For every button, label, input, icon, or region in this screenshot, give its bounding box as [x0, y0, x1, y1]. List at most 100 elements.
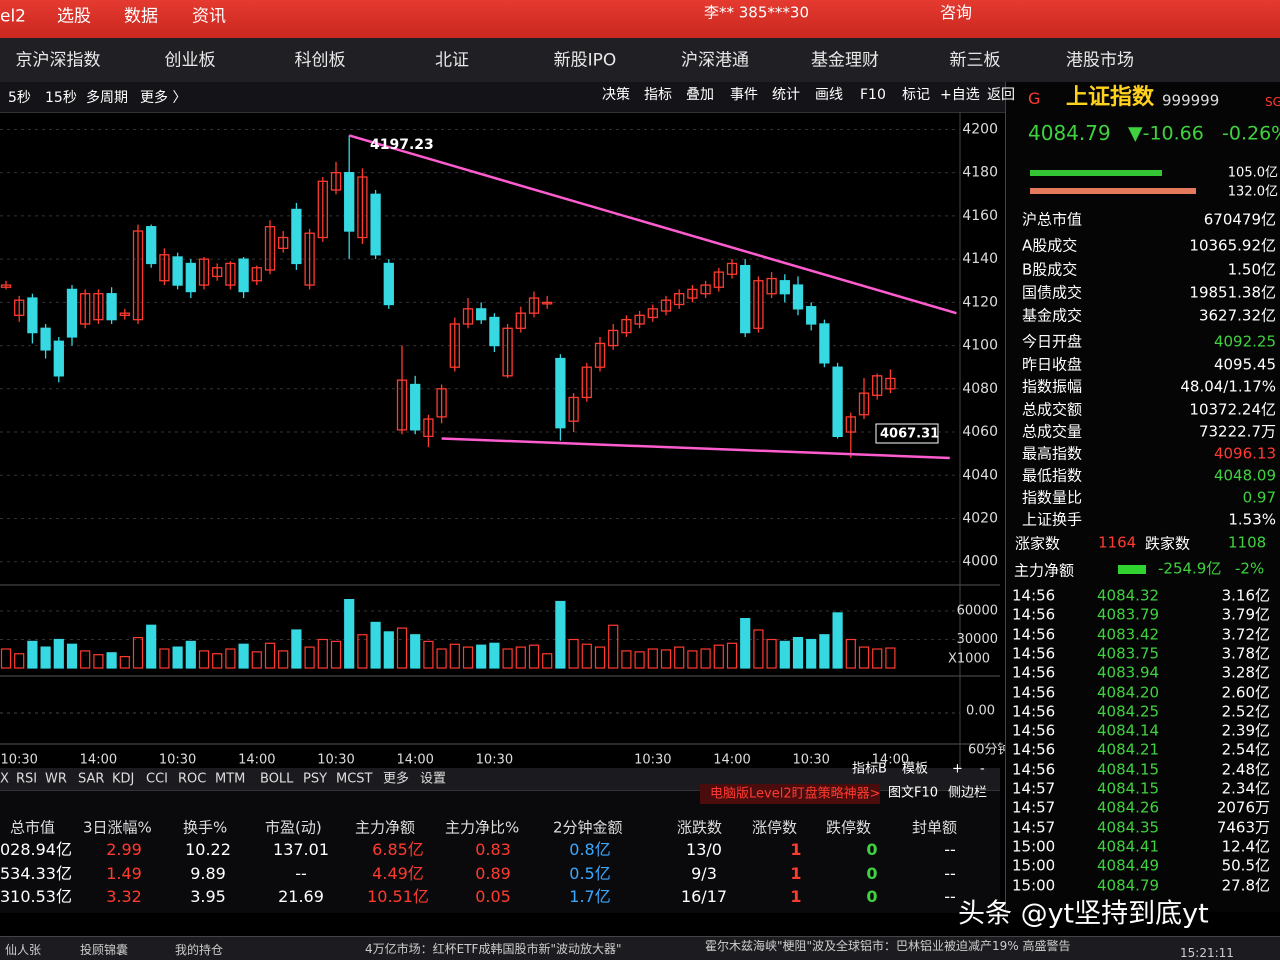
candle-body	[93, 293, 104, 321]
trade-time: 14:57	[1012, 818, 1056, 837]
status-item[interactable]: 我的持仓	[175, 943, 224, 957]
stat-label: 最低指数	[1022, 466, 1083, 485]
x-tick-label: 14:00	[238, 753, 275, 768]
indicator-tab[interactable]: 设置	[420, 771, 447, 787]
candle-body	[264, 226, 276, 271]
period-label: 60分钟	[968, 742, 1005, 758]
nav-tab[interactable]: 新股IPO	[553, 50, 617, 71]
tool-button[interactable]: F10	[860, 87, 886, 103]
indicator-tab[interactable]: MTM	[215, 771, 246, 787]
tool-button[interactable]: 指标	[644, 87, 672, 103]
trade-amount: 7463万	[1216, 818, 1270, 837]
net-flow-bar	[1118, 565, 1146, 574]
indicator-tab[interactable]: BOLL	[260, 771, 294, 787]
f10-button[interactable]: 图文F10	[888, 785, 939, 801]
index-code: 999999	[1162, 91, 1220, 110]
table-cell: 1	[790, 887, 802, 906]
table-cell: 4.49亿	[372, 863, 424, 883]
period-button[interactable]: 15秒	[45, 90, 77, 106]
trade-price: 4084.79	[1097, 876, 1160, 894]
volume-bar	[238, 643, 249, 669]
stat-value: 10365.92亿	[1189, 236, 1276, 255]
column-header: 3日涨幅%	[83, 818, 152, 837]
sidebar-button[interactable]: 侧边栏	[948, 785, 988, 801]
nav-tab[interactable]: 北证	[435, 50, 469, 71]
change: ▼-10.66	[1128, 122, 1204, 145]
promo-bg	[700, 784, 880, 804]
nav-tab[interactable]: 新三板	[949, 50, 1001, 71]
indicator-tab[interactable]: 更多	[383, 771, 410, 787]
tool-button[interactable]: 返回	[987, 87, 1015, 103]
nav-tab[interactable]: 港股市场	[1066, 50, 1134, 71]
promo-link[interactable]: 电脑版Level2盯盘策略神器>	[710, 786, 881, 802]
indicator-tab[interactable]: ROC	[178, 771, 207, 787]
period-button[interactable]: 更多 〉	[140, 90, 187, 106]
menu-item[interactable]: 选股	[57, 6, 91, 27]
nav-tab[interactable]: 沪深港通	[681, 50, 749, 71]
table-cell: 0.8亿	[569, 840, 611, 859]
candle-body	[146, 226, 157, 265]
indicator-tab[interactable]: MCST	[336, 771, 373, 787]
indicator-tab[interactable]: KDJ	[112, 771, 135, 787]
menu-item[interactable]: 数据	[124, 6, 158, 27]
indicator-tab[interactable]: PSY	[303, 771, 328, 787]
tool-button[interactable]: 决策	[602, 87, 630, 103]
tool-button[interactable]: +自选	[940, 87, 980, 103]
period-button[interactable]: 5秒	[8, 90, 31, 106]
period-button[interactable]: 多周期	[86, 90, 128, 106]
trade-price: 4084.41	[1097, 837, 1160, 856]
indicator-tab[interactable]: X	[0, 771, 9, 787]
candle-body	[476, 308, 487, 321]
flag: G	[1028, 89, 1041, 108]
tool-button[interactable]: 叠加	[686, 87, 714, 103]
tool-button[interactable]: 画线	[815, 87, 843, 103]
candle-body	[66, 288, 78, 338]
chart-control[interactable]: 模板	[902, 761, 929, 777]
menu-item[interactable]: 资讯	[192, 6, 226, 27]
toolbar	[0, 82, 1005, 113]
candle-body	[27, 297, 38, 334]
tool-button[interactable]: 统计	[772, 87, 800, 103]
nav-tab[interactable]: 京沪深指数	[15, 50, 101, 71]
indicator-tab[interactable]: CCI	[146, 771, 168, 787]
menu-item[interactable]: el2	[0, 6, 26, 27]
status-item[interactable]: 仙人张	[5, 943, 42, 957]
tool-button[interactable]: 事件	[730, 87, 758, 103]
stat-label: 主力净额	[1014, 561, 1075, 580]
candle-body	[542, 301, 553, 305]
indicator-tab[interactable]: WR	[45, 771, 67, 787]
indicator-tab[interactable]: SAR	[78, 771, 105, 787]
table-cell: 9/3	[691, 863, 717, 883]
nav-tab[interactable]: 创业板	[164, 50, 216, 71]
nav-tab[interactable]: 基金理财	[811, 50, 879, 71]
candle-body	[40, 327, 51, 351]
volume-bar	[278, 650, 289, 669]
table-cell: --	[944, 863, 956, 883]
indicator-tab[interactable]: RSI	[16, 771, 38, 787]
stat-label: 总成交额	[1022, 400, 1083, 419]
candle-body	[357, 176, 368, 239]
nav-tab[interactable]: 科创板	[294, 50, 346, 71]
y-tick-label: 4120	[962, 294, 998, 310]
net-flow: -254.9亿	[1158, 559, 1222, 578]
table-cell: 16/17	[680, 887, 728, 906]
tag: SG	[1265, 95, 1280, 109]
chart-control[interactable]: +	[952, 761, 963, 777]
candle-body	[819, 323, 830, 364]
status-item[interactable]: 投顾锦囊	[80, 943, 129, 957]
y-tick-label: 4060	[962, 424, 998, 440]
volume-bar	[462, 646, 474, 669]
volume-bar	[14, 653, 25, 669]
chart-control[interactable]: -	[980, 761, 985, 777]
candle-body	[555, 357, 566, 429]
trade-time: 14:56	[1012, 605, 1056, 624]
candle-body	[449, 323, 460, 368]
tool-button[interactable]: 标记	[902, 87, 930, 103]
candle-body	[885, 377, 896, 390]
consult-button[interactable]: 咨询	[940, 3, 973, 22]
table-cell: 21.69	[278, 887, 324, 906]
chart-control[interactable]: 指标B	[852, 761, 887, 777]
volume-bar	[436, 648, 447, 669]
volume-bar	[40, 646, 51, 669]
candle-body	[330, 172, 342, 191]
